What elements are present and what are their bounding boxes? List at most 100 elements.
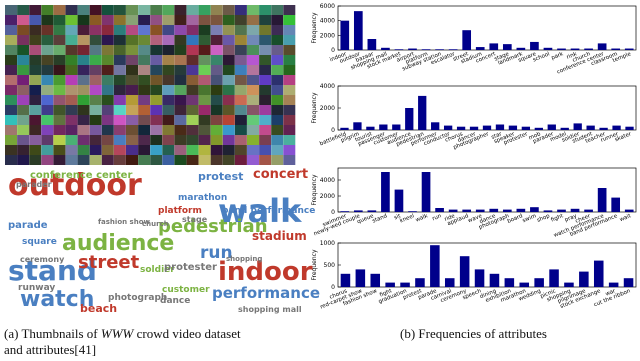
bar (530, 41, 539, 50)
word: dance (160, 296, 190, 306)
thumbnail (234, 85, 247, 95)
thumbnail (138, 55, 151, 65)
thumbnail (259, 155, 272, 165)
bar (502, 209, 512, 212)
thumbnail (283, 125, 296, 135)
thumbnail (150, 105, 163, 115)
thumbnail (5, 75, 17, 85)
thumbnail (174, 45, 187, 55)
y-axis-label: Frequency (311, 174, 318, 205)
thumbnail (174, 135, 187, 145)
thumbnail (198, 105, 211, 115)
x-tick-label: cheer (575, 213, 592, 225)
thumbnail (247, 95, 259, 105)
thumbnail (53, 95, 66, 105)
thumbnail (271, 25, 284, 35)
thumbnail (89, 15, 102, 25)
thumbnail (5, 115, 17, 125)
bar (482, 125, 492, 130)
thumbnail (259, 105, 272, 115)
thumbnail (126, 105, 138, 115)
thumbnail (89, 75, 102, 85)
bar (431, 122, 440, 130)
bar (421, 172, 431, 212)
thumbnail (77, 25, 90, 35)
thumbnail (77, 65, 90, 75)
thumbnail (77, 95, 90, 105)
thumbnail (259, 125, 272, 135)
word-cloud-bg (5, 165, 295, 315)
x-tick-label: dining (479, 288, 497, 300)
thumbnail (29, 35, 42, 45)
x-tick-label: walk (415, 213, 430, 224)
word: fashion show (98, 218, 151, 226)
thumbnail (17, 75, 30, 85)
thumbnail (162, 35, 175, 45)
thumbnail (41, 135, 54, 145)
bar (444, 278, 455, 287)
bar (625, 126, 634, 130)
thumbnail (101, 145, 114, 155)
thumbnail (198, 35, 211, 45)
thumbnail (5, 145, 17, 155)
bar (418, 95, 427, 130)
bar (593, 260, 604, 287)
thumbnail (65, 135, 78, 145)
thumbnail (222, 55, 235, 65)
word: run (200, 243, 233, 263)
thumbnail (77, 115, 90, 125)
thumbnail (17, 85, 30, 95)
thumbnail (17, 155, 30, 165)
thumbnail (53, 85, 66, 95)
bar (599, 127, 608, 130)
thumbnail (77, 85, 90, 95)
x-tick-label: fight (550, 213, 565, 224)
caption-a: (a) Thumbnails of WWW crowd video datase… (4, 326, 241, 358)
thumbnail (5, 155, 17, 165)
thumbnail (53, 25, 66, 35)
thumbnail (198, 85, 211, 95)
thumbnail (113, 55, 126, 65)
thumbnail (222, 85, 235, 95)
bar (381, 47, 390, 50)
thumbnail (126, 85, 138, 95)
thumbnail (271, 15, 284, 25)
thumbnail (89, 45, 102, 55)
thumbnail (283, 145, 296, 155)
thumbnail (29, 75, 42, 85)
thumbnail (162, 75, 175, 85)
thumbnail (53, 35, 66, 45)
bar (435, 208, 444, 212)
thumbnail (113, 145, 126, 155)
thumbnail (259, 65, 272, 75)
thumbnail (162, 15, 175, 25)
thumbnail (247, 15, 259, 25)
thumbnail (138, 155, 151, 165)
x-tick-label: kneel (399, 213, 416, 224)
thumbnail (174, 155, 187, 165)
bar (474, 269, 485, 287)
thumbnail (186, 135, 199, 145)
thumbnail (41, 115, 54, 125)
thumbnail (222, 65, 235, 75)
y-tick-label: 0 (331, 209, 335, 216)
thumbnail (89, 35, 102, 45)
thumbnail (41, 5, 54, 15)
thumbnail (53, 5, 66, 15)
thumbnail (210, 5, 223, 15)
y-tick-label: 4000 (320, 177, 335, 184)
thumbnail (138, 105, 151, 115)
thumbnail (283, 155, 296, 165)
word: beach (80, 302, 117, 315)
word: protester (164, 262, 217, 273)
thumbnail (234, 45, 247, 55)
bar (435, 49, 444, 50)
bar (462, 30, 472, 50)
thumbnail (210, 155, 223, 165)
thumbnail (162, 125, 175, 135)
bar (549, 269, 559, 287)
thumbnail (101, 25, 114, 35)
thumbnail (210, 25, 223, 35)
bar (475, 47, 485, 50)
